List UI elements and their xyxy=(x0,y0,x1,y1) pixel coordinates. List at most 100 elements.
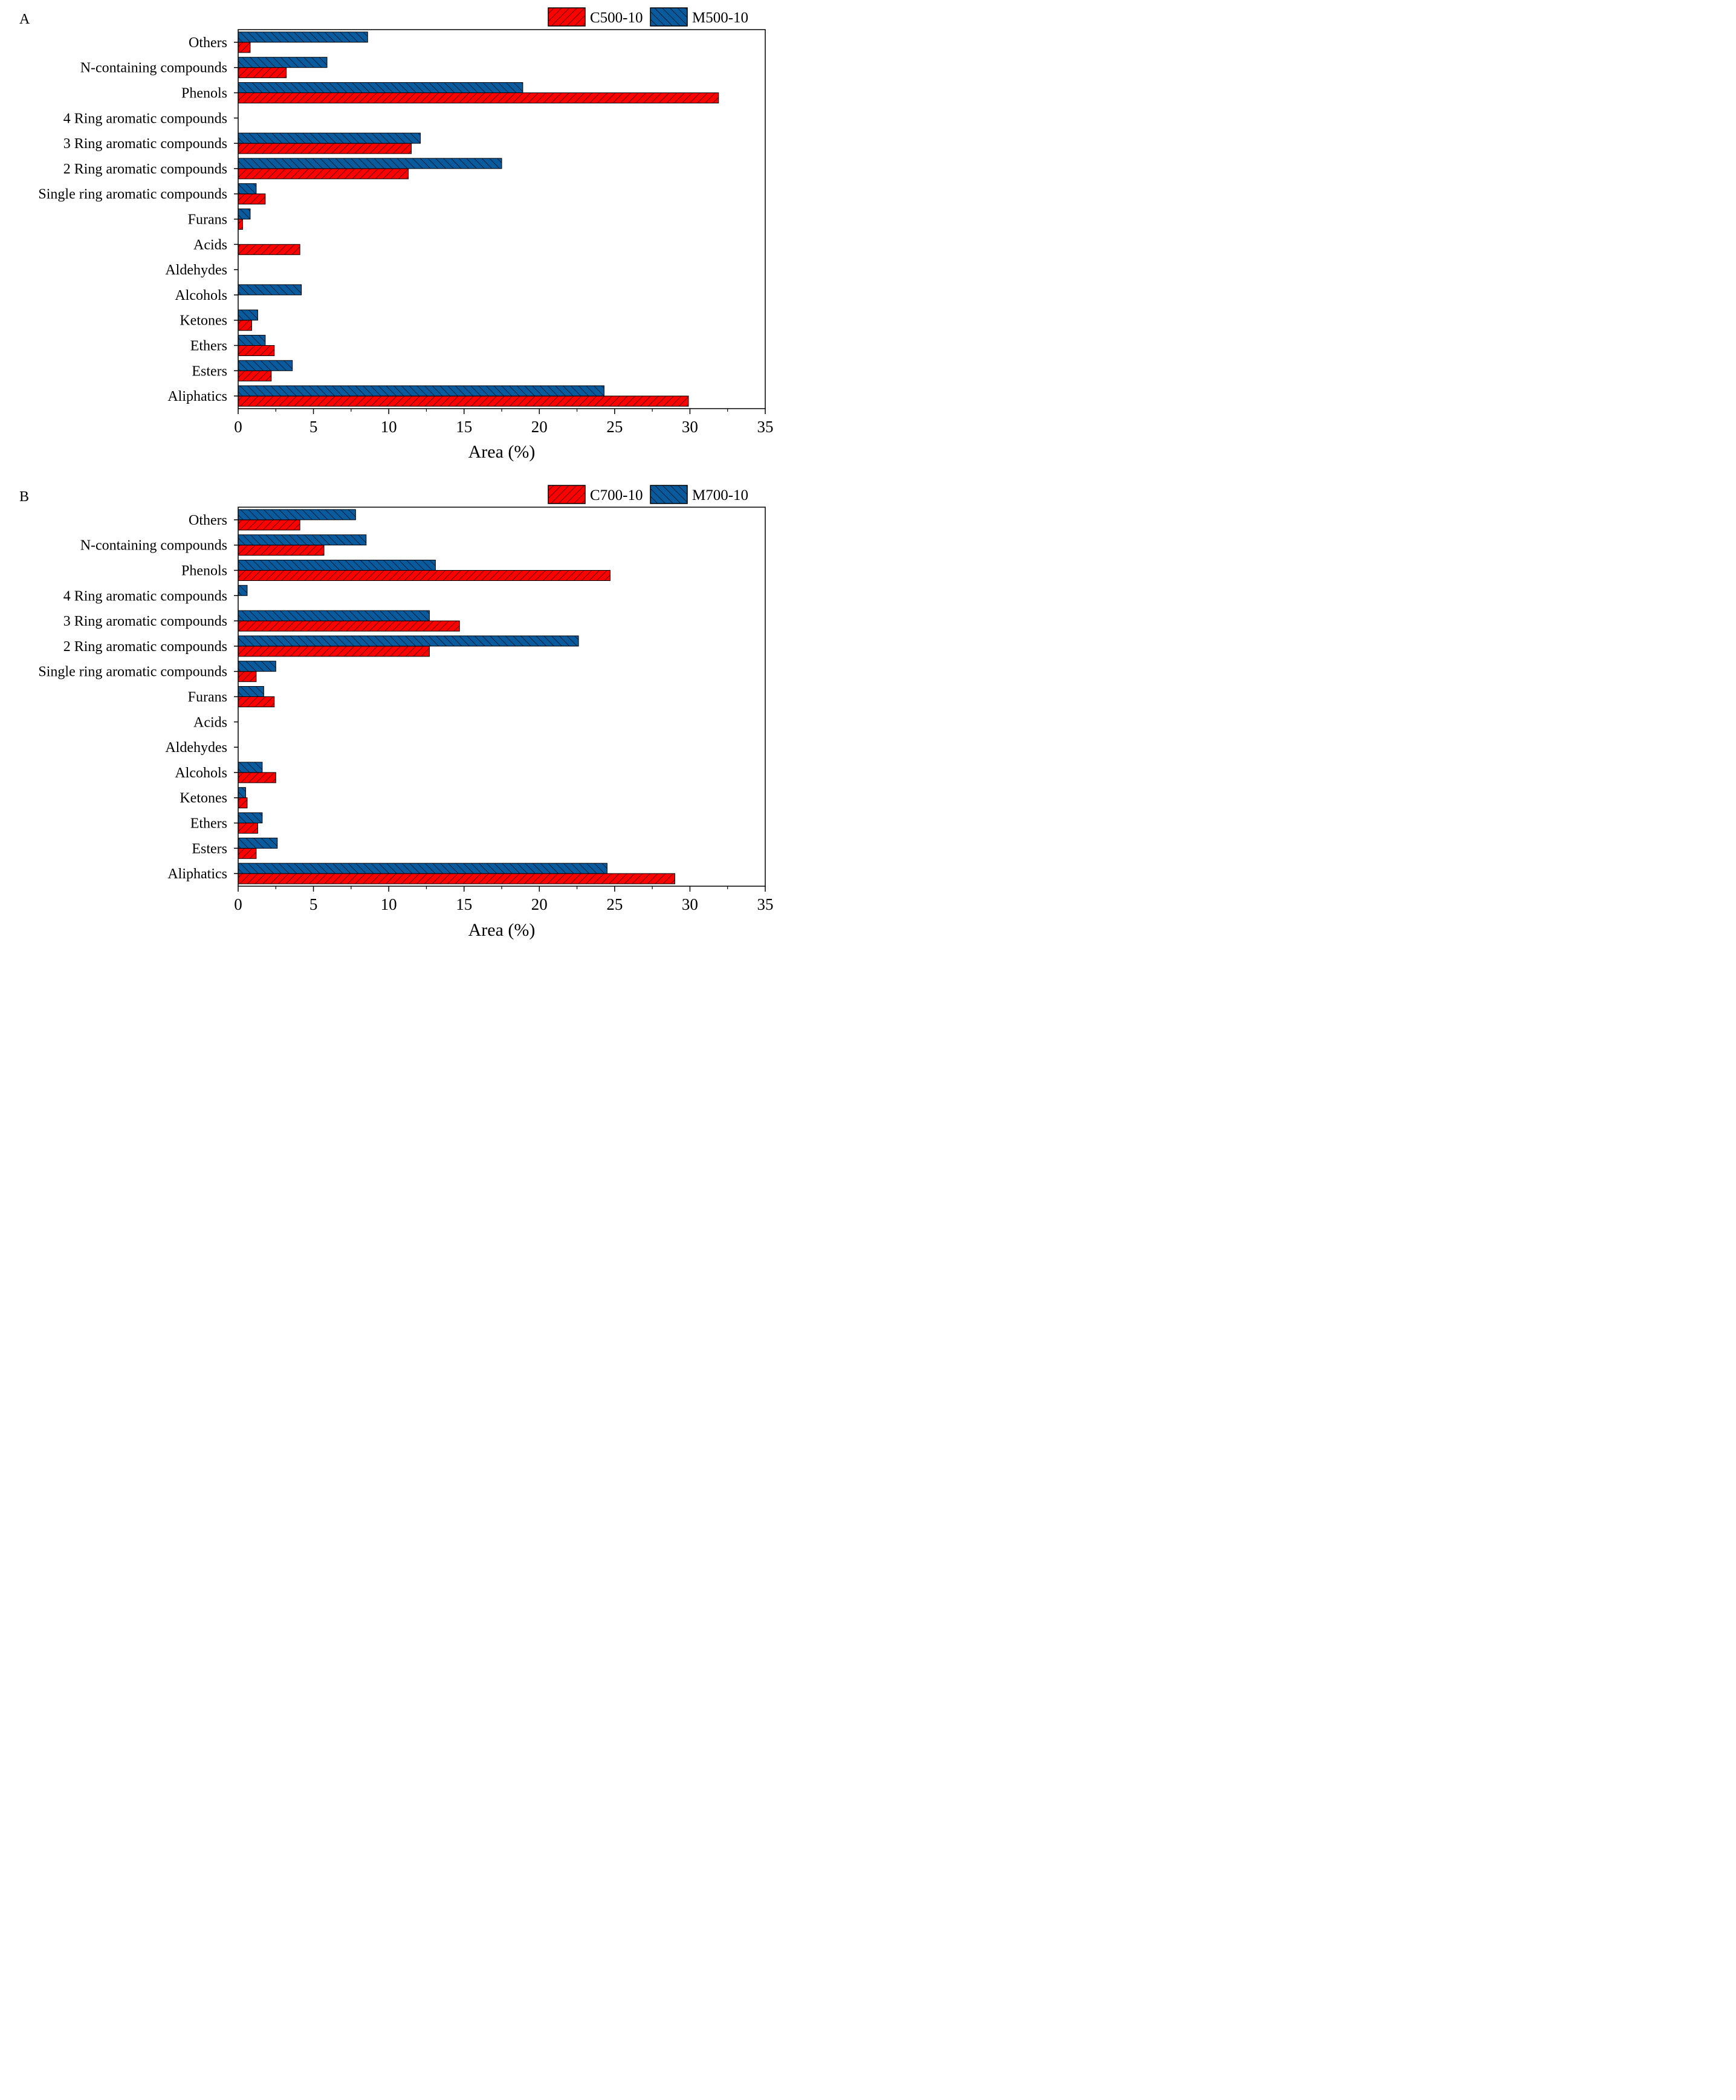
category-label-aliphatics: Aliphatics xyxy=(167,389,227,404)
x-tick-label: 20 xyxy=(531,895,548,913)
bar-c500-10-n-containing-compounds xyxy=(238,67,287,79)
x-tick-label: 0 xyxy=(234,895,242,913)
legend-label-c700-10: C700-10 xyxy=(590,487,643,504)
category-label-aldehydes: Aldehydes xyxy=(165,262,227,278)
bar-c700-10-single-ring-aromatic-compounds xyxy=(238,671,257,682)
bar-m500-10-ethers xyxy=(238,335,266,346)
x-tick-label: 15 xyxy=(456,895,472,913)
panel-label: A xyxy=(19,11,30,27)
bar-m500-10-others xyxy=(238,31,368,43)
bar-m700-10-3-ring-aromatic-compounds xyxy=(238,610,430,621)
bar-m700-10-4-ring-aromatic-compounds xyxy=(238,585,248,596)
chart-canvas: A Aliphatics Esters Ethers Ketones Alcohols Al… xyxy=(19,7,774,940)
x-tick-label: 0 xyxy=(234,418,242,436)
x-tick-label: 20 xyxy=(531,418,548,436)
bar-m700-10-esters xyxy=(238,837,278,849)
x-tick-label: 35 xyxy=(757,895,774,913)
x-tick-label: 15 xyxy=(456,418,472,436)
category-label-ketones: Ketones xyxy=(180,791,227,806)
bar-c500-10-others xyxy=(238,42,251,53)
bar-m700-10-single-ring-aromatic-compounds xyxy=(238,661,276,672)
bar-m700-10-alcohols xyxy=(238,762,263,773)
category-label-furans: Furans xyxy=(188,690,227,705)
category-label-aldehydes: Aldehydes xyxy=(165,740,227,756)
x-tick-label: 25 xyxy=(606,418,623,436)
bar-m500-10-furans xyxy=(238,209,251,219)
x-tick-label: 35 xyxy=(757,418,774,436)
category-label-2-ring-aromatic-compounds: 2 Ring aromatic compounds xyxy=(63,161,227,177)
bar-m500-10-n-containing-compounds xyxy=(238,57,328,68)
legend-label-m500-10: M500-10 xyxy=(692,10,748,26)
category-label-alcohols: Alcohols xyxy=(175,288,227,303)
bar-m700-10-aliphatics xyxy=(238,863,607,874)
bar-m700-10-2-ring-aromatic-compounds xyxy=(238,635,579,647)
bar-c500-10-ethers xyxy=(238,345,275,356)
bar-c500-10-esters xyxy=(238,370,272,381)
x-tick-label: 30 xyxy=(682,895,698,913)
x-tick-label: 10 xyxy=(381,418,397,436)
bar-m500-10-single-ring-aromatic-compounds xyxy=(238,183,257,195)
bar-c500-10-furans xyxy=(238,219,243,230)
category-label-alcohols: Alcohols xyxy=(175,765,227,781)
bar-c500-10-phenols xyxy=(238,92,719,103)
bar-c700-10-others xyxy=(238,519,300,531)
bar-c700-10-ketones xyxy=(238,797,248,809)
bar-m700-10-phenols xyxy=(238,560,436,571)
bar-c500-10-aliphatics xyxy=(238,395,689,407)
category-label-4-ring-aromatic-compounds: 4 Ring aromatic compounds xyxy=(63,588,227,604)
category-label-ketones: Ketones xyxy=(180,313,227,329)
category-label-acids: Acids xyxy=(193,715,227,730)
legend: C500-10 M500-10 xyxy=(548,7,748,27)
panel-label: B xyxy=(19,489,29,505)
bar-c500-10-3-ring-aromatic-compounds xyxy=(238,143,412,154)
panel-b: B Aliphatics Esters Ethers Ketones Alcohols Al… xyxy=(19,485,774,940)
bar-c500-10-ketones xyxy=(238,320,252,331)
bar-c500-10-acids xyxy=(238,244,300,255)
category-label-4-ring-aromatic-compounds: 4 Ring aromatic compounds xyxy=(63,111,227,126)
bar-m700-10-ethers xyxy=(238,812,263,823)
x-tick-label: 5 xyxy=(309,418,318,436)
legend-swatch-c500-10 xyxy=(548,7,586,27)
legend-label-c500-10: C500-10 xyxy=(590,10,643,26)
bar-m500-10-alcohols xyxy=(238,284,302,296)
bar-m500-10-aliphatics xyxy=(238,385,604,397)
bar-c700-10-phenols xyxy=(238,570,611,581)
bar-c700-10-esters xyxy=(238,847,257,859)
category-label-esters: Esters xyxy=(192,363,227,379)
bar-m700-10-others xyxy=(238,509,356,520)
category-label-n-containing-compounds: N-containing compounds xyxy=(80,538,227,554)
bar-c700-10-alcohols xyxy=(238,772,276,783)
category-label-2-ring-aromatic-compounds: 2 Ring aromatic compounds xyxy=(63,639,227,655)
category-label-others: Others xyxy=(189,513,227,528)
category-label-aliphatics: Aliphatics xyxy=(167,866,227,882)
bar-c700-10-3-ring-aromatic-compounds xyxy=(238,620,460,632)
category-label-others: Others xyxy=(189,35,227,51)
bar-m500-10-3-ring-aromatic-compounds xyxy=(238,132,421,144)
x-tick-label: 25 xyxy=(606,895,623,913)
legend-label-m700-10: M700-10 xyxy=(692,487,748,504)
bar-m500-10-esters xyxy=(238,360,293,371)
bar-c700-10-n-containing-compounds xyxy=(238,545,325,556)
legend-swatch-m700-10 xyxy=(650,485,688,504)
bar-c500-10-2-ring-aromatic-compounds xyxy=(238,168,409,180)
bar-c700-10-2-ring-aromatic-compounds xyxy=(238,646,430,657)
legend: C700-10 M700-10 xyxy=(548,485,748,504)
bar-m700-10-furans xyxy=(238,686,264,697)
category-label-furans: Furans xyxy=(188,212,227,228)
bar-m500-10-2-ring-aromatic-compounds xyxy=(238,158,502,169)
category-label-3-ring-aromatic-compounds: 3 Ring aromatic compounds xyxy=(63,614,227,629)
category-label-n-containing-compounds: N-containing compounds xyxy=(80,60,227,76)
bar-c700-10-ethers xyxy=(238,823,258,834)
legend-swatch-c700-10 xyxy=(548,485,586,504)
category-label-acids: Acids xyxy=(193,237,227,253)
category-label-3-ring-aromatic-compounds: 3 Ring aromatic compounds xyxy=(63,136,227,152)
panel-a: A Aliphatics Esters Ethers Ketones Alcohols Al… xyxy=(19,7,774,462)
bar-c700-10-aliphatics xyxy=(238,873,676,884)
x-tick-label: 5 xyxy=(309,895,318,913)
category-label-ethers: Ethers xyxy=(190,339,227,354)
category-label-phenols: Phenols xyxy=(181,563,227,579)
bar-m500-10-phenols xyxy=(238,82,523,93)
category-label-esters: Esters xyxy=(192,841,227,857)
bar-m700-10-n-containing-compounds xyxy=(238,534,367,546)
bar-c700-10-furans xyxy=(238,696,275,707)
